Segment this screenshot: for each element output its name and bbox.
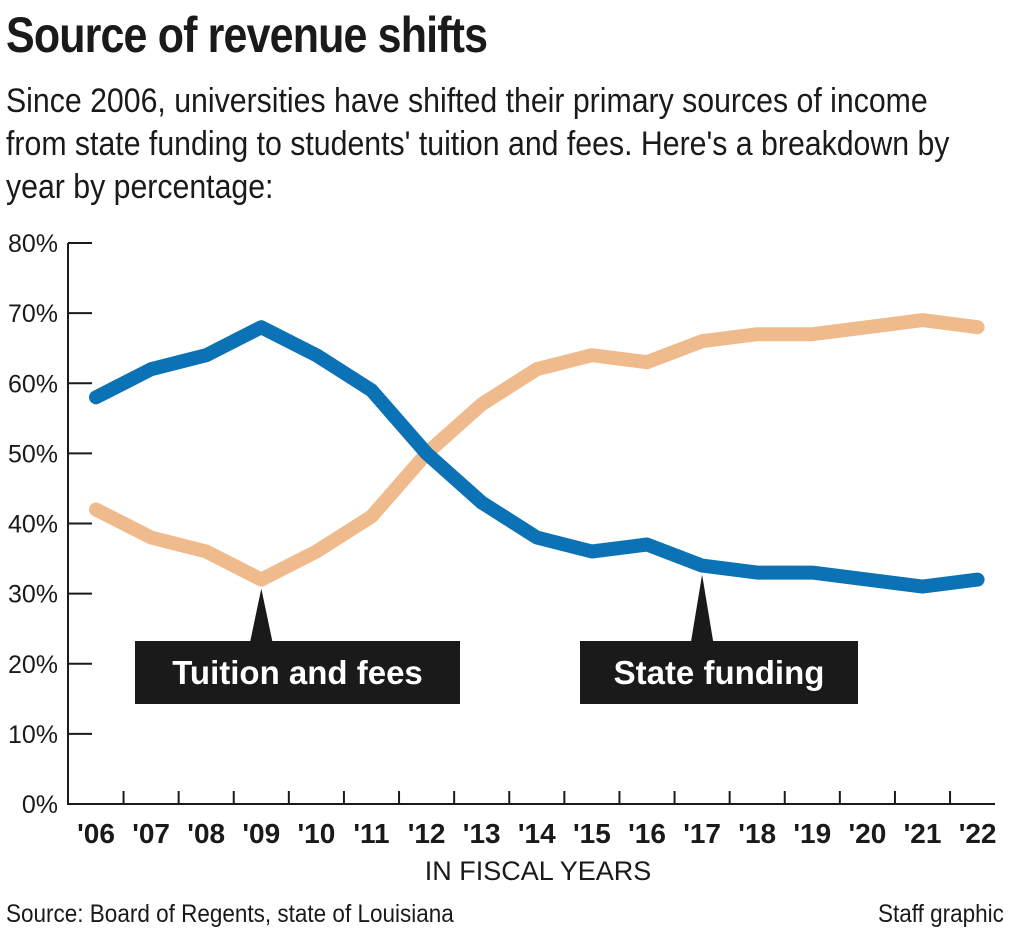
y-tick-label: 40% [8, 511, 58, 539]
data-point-state-funding [93, 394, 99, 401]
chart-axes: 0% 10% 20% 30% 40% 50% 60% 70% 80% '06 '07 '08 '09 '1… [8, 230, 997, 849]
y-tick-label: 30% [8, 581, 58, 609]
x-tick-label: '06 [77, 818, 115, 849]
data-point-tuition-and-fees [864, 324, 871, 331]
data-point-tuition-and-fees [478, 401, 485, 408]
data-point-state-funding [974, 576, 981, 583]
data-point-state-funding [754, 569, 761, 576]
data-point-tuition-and-fees [754, 331, 761, 338]
data-point-tuition-and-fees [919, 317, 926, 324]
y-tick-label: 10% [8, 721, 58, 749]
x-tick-label: '20 [848, 818, 886, 849]
data-point-state-funding [423, 450, 430, 457]
y-tick-label: 50% [8, 440, 58, 468]
data-point-tuition-and-fees [258, 576, 265, 583]
data-point-tuition-and-fees [644, 359, 650, 366]
x-tick-label: '07 [132, 818, 170, 849]
source-note: Source: Board of Regents, state of Louis… [6, 900, 454, 928]
data-point-tuition-and-fees [809, 331, 816, 338]
x-tick-label: '09 [242, 818, 280, 849]
x-tick-label: '12 [408, 818, 446, 849]
staff-credit: Staff graphic [878, 900, 1004, 928]
x-tick-label: '18 [738, 818, 776, 849]
data-point-tuition-and-fees [93, 506, 99, 513]
x-tick-label: '11 [353, 818, 389, 849]
annotation-box [135, 641, 460, 704]
x-tick-label: '22 [959, 818, 997, 849]
annotation-layer: Tuition and fees State funding [135, 574, 858, 704]
series-layer [89, 313, 985, 594]
annotation-pointer [250, 588, 273, 641]
data-point-tuition-and-fees [203, 548, 210, 555]
annotation-box [580, 641, 858, 704]
x-tick-label: '13 [463, 818, 501, 849]
y-tick-label: 70% [8, 300, 58, 328]
y-tick-label: 80% [8, 230, 58, 258]
data-point-state-funding [258, 324, 265, 331]
data-point-state-funding [644, 541, 650, 548]
data-point-tuition-and-fees [974, 324, 981, 331]
y-tick-label: 20% [8, 651, 58, 679]
data-point-state-funding [148, 366, 155, 373]
data-point-state-funding [919, 583, 926, 590]
data-point-state-funding [368, 387, 375, 394]
x-tick-label: '16 [628, 818, 666, 849]
chart-title: Source of revenue shifts [6, 7, 488, 63]
x-tick-label: '10 [297, 818, 335, 849]
data-point-tuition-and-fees [313, 548, 320, 555]
data-point-tuition-and-fees [368, 513, 375, 520]
annotation-label: Tuition and fees [172, 654, 423, 691]
data-point-state-funding [533, 534, 540, 541]
data-point-state-funding [588, 548, 595, 555]
x-tick-label: '08 [187, 818, 225, 849]
x-tick-label: '14 [518, 818, 556, 849]
annotation-pointer [691, 574, 714, 641]
x-axis-label: IN FISCAL YEARS [425, 856, 652, 886]
data-point-tuition-and-fees [699, 338, 706, 345]
annotation-label: State funding [614, 654, 825, 691]
data-point-tuition-and-fees [148, 534, 155, 541]
y-tick-label: 0% [22, 791, 58, 819]
y-tick-label: 60% [8, 370, 58, 398]
data-point-state-funding [699, 562, 706, 569]
data-point-state-funding [864, 576, 871, 583]
data-point-state-funding [203, 352, 210, 359]
data-point-tuition-and-fees [533, 366, 540, 373]
data-point-state-funding [809, 569, 816, 576]
chart-subtitle: Since 2006, universities have shifted th… [6, 82, 950, 206]
data-point-state-funding [478, 499, 485, 506]
data-point-state-funding [313, 352, 320, 359]
x-tick-label: '19 [793, 818, 831, 849]
x-tick-label: '17 [683, 818, 721, 849]
x-tick-label: '21 [904, 818, 942, 849]
x-tick-label: '15 [573, 818, 611, 849]
data-point-tuition-and-fees [588, 352, 595, 359]
